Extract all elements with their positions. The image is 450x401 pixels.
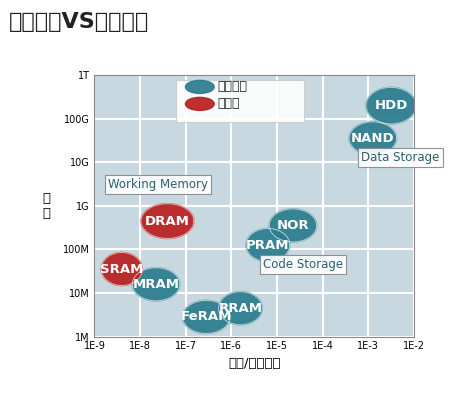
Polygon shape [219,292,262,325]
Polygon shape [101,253,142,286]
Polygon shape [141,204,194,239]
Text: 存储容量VS存取周期: 存储容量VS存取周期 [9,12,149,32]
Text: RRAM: RRAM [218,302,262,315]
Text: NOR: NOR [277,219,309,232]
Y-axis label: 噶
位: 噶 位 [42,192,50,220]
Text: Code Storage: Code Storage [263,258,343,271]
Polygon shape [269,209,317,242]
Text: NAND: NAND [351,132,395,145]
Ellipse shape [185,97,214,110]
Polygon shape [183,300,230,334]
Text: Working Memory: Working Memory [108,178,208,190]
Polygon shape [246,229,290,261]
Text: SRAM: SRAM [100,263,144,275]
Text: Data Storage: Data Storage [361,152,440,164]
Polygon shape [366,87,416,124]
Text: PRAM: PRAM [246,239,290,251]
Polygon shape [132,268,180,301]
FancyBboxPatch shape [176,80,304,122]
X-axis label: 读写/存取周期: 读写/存取周期 [228,357,280,370]
Text: DRAM: DRAM [145,215,190,228]
Text: 非易失性: 非易失性 [217,81,248,93]
Text: HDD: HDD [374,99,408,112]
Text: FeRAM: FeRAM [180,310,232,324]
Text: MRAM: MRAM [132,278,180,291]
Polygon shape [349,122,396,155]
Text: 易失性: 易失性 [217,97,240,110]
Ellipse shape [185,80,214,93]
